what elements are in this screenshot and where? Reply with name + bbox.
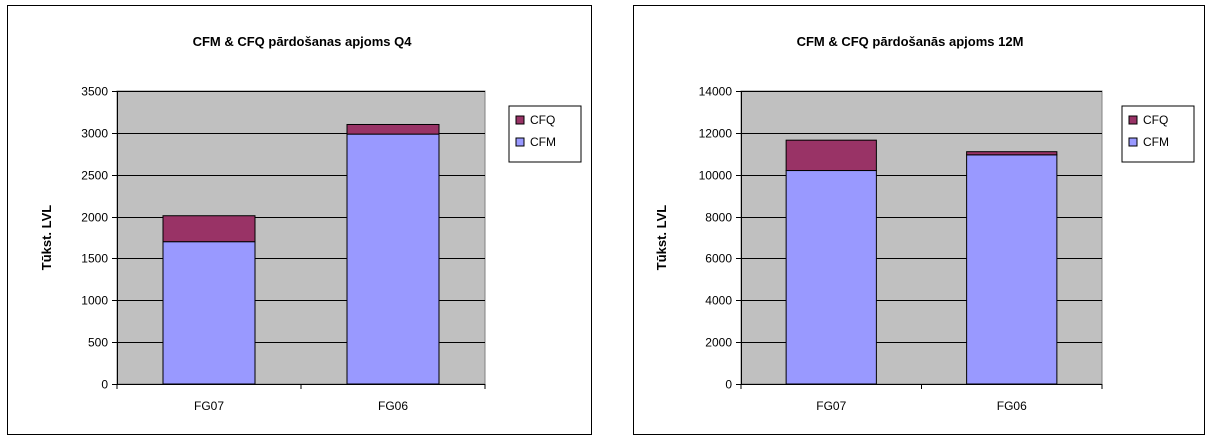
chart-0-xtick-label: FG07 [194, 399, 224, 413]
chart-0-ytick-label: 0 [101, 378, 108, 392]
chart-0-bar-cfm-fg06 [346, 133, 440, 385]
chart-1-legend-label-cfq: CFQ [1143, 113, 1168, 127]
chart-1-ytick-label: 12000 [699, 127, 733, 141]
chart-1-ytick-label: 6000 [705, 252, 732, 266]
chart-0-ytick-label: 3000 [81, 127, 108, 141]
chart-0-bar-cfq-fg06 [346, 123, 440, 135]
chart-q4: CFM & CFQ pārdošanas apjoms Q4 0 500 1000 15… [7, 0, 592, 435]
chart-0-ytick-label: 1000 [81, 294, 108, 308]
chart-1-bar-cfm-fg06 [966, 154, 1058, 385]
chart-0-legend: CFQ CFM [508, 105, 582, 163]
chart-1-ytick-label: 0 [725, 378, 732, 392]
chart-1-legend-swatch-cfq [1128, 115, 1138, 125]
chart-1-ytick-label: 2000 [705, 336, 732, 350]
chart-0-legend-label-cfm: CFM [530, 135, 556, 149]
chart-1-bar-cfm-fg07 [785, 170, 877, 385]
chart-0-ytick-label: 3500 [81, 85, 108, 99]
chart-12m-svg: CFM & CFQ pārdošanās apjoms 12M 0 2000 4000… [633, 5, 1205, 435]
chart-1-xtick-label: FG07 [816, 399, 846, 413]
chart-0-xtick-label: FG06 [378, 399, 408, 413]
chart-1-bar-cfq-fg06 [966, 151, 1058, 156]
chart-1-ytick-label: 4000 [705, 294, 732, 308]
chart-0-legend-label-cfq: CFQ [530, 113, 555, 127]
chart-0-ylabel: Tūkst. LVL [39, 205, 54, 271]
chart-1-legend: CFQ CFM [1121, 105, 1195, 163]
chart-0-ytick-label: 500 [88, 336, 108, 350]
chart-0-ytick-label: 2000 [81, 211, 108, 225]
chart-1-bar-cfq-fg07 [785, 139, 877, 172]
chart-1-xtick-label: FG06 [997, 399, 1027, 413]
chart-0-legend-swatch-cfq [515, 115, 525, 125]
chart-0-legend-swatch-cfm [515, 137, 525, 147]
chart-12m: CFM & CFQ pārdošanās apjoms 12M 0 2000 4000… [633, 0, 1205, 435]
chart-1-legend-box [1121, 105, 1195, 163]
chart-1-ylabel: Tūkst. LVL [654, 205, 669, 271]
chart-0-ytick-label: 1500 [81, 252, 108, 266]
chart-1-ytick-label: 10000 [699, 169, 733, 183]
chart-0-title: CFM & CFQ pārdošanas apjoms Q4 [193, 34, 413, 49]
chart-1-title: CFM & CFQ pārdošanās apjoms 12M [797, 34, 1024, 49]
chart-1-ytick-label: 8000 [705, 211, 732, 225]
chart-1-ytick-label: 14000 [699, 85, 733, 99]
chart-1-legend-swatch-cfm [1128, 137, 1138, 147]
chart-0-legend-box [508, 105, 582, 163]
chart-q4-svg: CFM & CFQ pārdošanas apjoms Q4 0 500 1000 15… [7, 5, 592, 435]
chart-1-legend-label-cfm: CFM [1143, 135, 1169, 149]
chart-0-bar-cfq-fg07 [162, 215, 256, 243]
chart-0-ytick-label: 2500 [81, 169, 108, 183]
chart-0-bar-cfm-fg07 [162, 241, 256, 385]
